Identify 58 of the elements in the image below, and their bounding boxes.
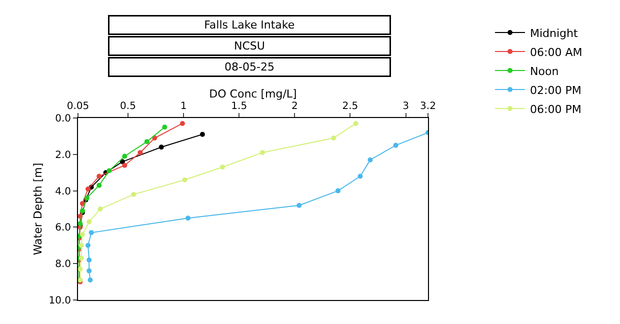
point — [88, 230, 94, 236]
y-axis-title: Water Depth [m] — [31, 162, 44, 256]
x-axis-title: DO Conc [mg/L] — [209, 88, 297, 101]
legend-label: Midnight — [530, 26, 579, 40]
point — [368, 157, 373, 162]
point — [158, 144, 164, 150]
x-tick-label: 3 — [402, 101, 409, 112]
legend-label: Noon — [530, 64, 559, 78]
point — [122, 162, 128, 168]
y-tick-label: 10.0 — [48, 296, 71, 306]
legend-label: 06:00 PM — [530, 102, 582, 116]
point — [80, 232, 85, 237]
point — [138, 150, 143, 156]
chart-subtitle: NCSU — [234, 40, 265, 52]
point — [358, 174, 363, 179]
point — [200, 132, 205, 137]
point — [80, 201, 85, 206]
x-tick-label: 0.5 — [120, 101, 136, 112]
point — [98, 206, 103, 212]
y-tick-label: 6.0 — [55, 222, 71, 234]
point — [122, 154, 128, 159]
point — [144, 139, 150, 144]
chart-title: Falls Lake Intake — [204, 18, 295, 32]
y-tick-label: 2.0 — [55, 150, 71, 161]
point — [86, 268, 92, 274]
point — [336, 188, 340, 194]
point — [86, 186, 90, 192]
point — [86, 257, 92, 262]
legend-label: 02:00 PM — [530, 84, 582, 97]
point — [182, 177, 188, 182]
point — [86, 242, 90, 248]
point — [88, 277, 93, 282]
y-tick-label: 8.0 — [55, 259, 71, 270]
point — [96, 182, 102, 188]
y-tick-label: 4.0 — [55, 186, 71, 198]
point — [120, 159, 125, 164]
x-tick-label: 1.5 — [231, 101, 248, 112]
y-tick-label: 0.0 — [55, 114, 71, 124]
point — [86, 219, 92, 224]
text: 08-05-25 — [224, 60, 274, 74]
point — [331, 136, 336, 141]
point — [131, 192, 136, 197]
point — [296, 202, 302, 208]
legend-label: 06:00 AM — [530, 46, 582, 59]
point — [186, 216, 190, 221]
x-tick-label: 3.2 — [420, 101, 436, 112]
point — [260, 150, 265, 156]
x-tick-label: 2.5 — [342, 101, 358, 112]
x-tick-label: 0.05 — [66, 101, 90, 112]
x-tick-label: 1 — [180, 101, 187, 112]
point — [220, 164, 225, 170]
x-tick-label: 2 — [291, 101, 298, 112]
point — [353, 120, 358, 126]
point — [96, 174, 102, 179]
point — [393, 142, 398, 148]
point — [162, 124, 168, 130]
point — [180, 120, 185, 126]
point — [106, 168, 112, 174]
